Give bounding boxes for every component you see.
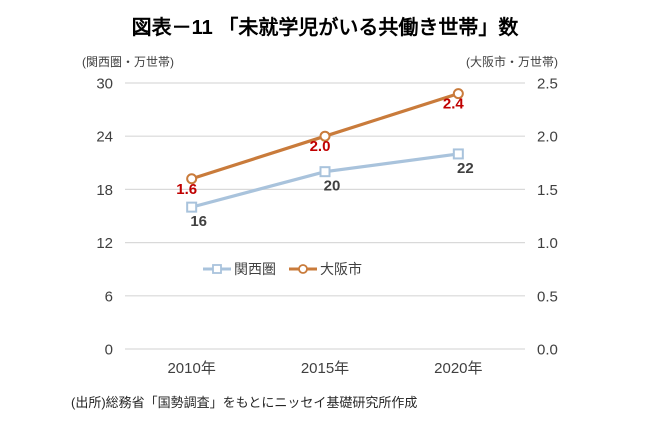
chart-title: 図表－11 「未就学児がいる共働き世帯」数 — [131, 17, 519, 39]
left-axis-unit-label: (関西圏・万世帯) — [82, 55, 174, 69]
osaka-data-point-marker — [186, 173, 198, 185]
kansai-data-point-label: 16 — [190, 213, 207, 230]
right-axis-tick-label: 1.5 — [537, 182, 558, 199]
osaka-data-point-marker — [319, 130, 331, 142]
kansai-data-point-marker — [186, 201, 198, 213]
osaka-data-point-label: 1.6 — [176, 181, 197, 198]
kansai-data-point-label: 20 — [324, 178, 341, 195]
source-note: (出所)総務省「国勢調査」をもとにニッセイ基礎研究所作成 — [71, 395, 418, 410]
osaka-data-point-label: 2.0 — [310, 138, 331, 155]
right-axis-tick-label: 0.5 — [537, 288, 558, 305]
legend-osaka-marker — [298, 264, 308, 274]
right-axis-tick-label: 1.0 — [537, 235, 558, 252]
x-axis-tick-label: 2010年 — [167, 360, 215, 377]
kansai-data-point-label: 22 — [457, 160, 474, 177]
legend-osaka-label: 大阪市 — [320, 261, 362, 277]
left-axis-tick-label: 18 — [96, 182, 113, 199]
left-axis-tick-label: 12 — [96, 235, 113, 252]
right-axis-tick-label: 2.0 — [537, 129, 558, 146]
x-axis-tick-label: 2015年 — [301, 360, 349, 377]
legend-kansai-label: 関西圏 — [234, 261, 276, 277]
right-axis-tick-label: 0.0 — [537, 342, 558, 359]
kansai-data-point-marker — [452, 148, 464, 160]
left-axis-tick-label: 0 — [105, 342, 113, 359]
osaka-data-point-marker — [452, 88, 464, 100]
left-axis-tick-label: 30 — [96, 76, 113, 93]
kansai-data-point-marker — [319, 166, 331, 178]
left-axis-tick-label: 6 — [105, 288, 113, 305]
x-axis-tick-label: 2020年 — [434, 360, 482, 377]
osaka-data-point-label: 2.4 — [443, 96, 465, 113]
legend-kansai-marker — [212, 264, 222, 274]
right-axis-tick-label: 2.5 — [537, 76, 558, 93]
right-axis-unit-label: (大阪市・万世帯) — [466, 55, 558, 69]
left-axis-tick-label: 24 — [96, 129, 113, 146]
